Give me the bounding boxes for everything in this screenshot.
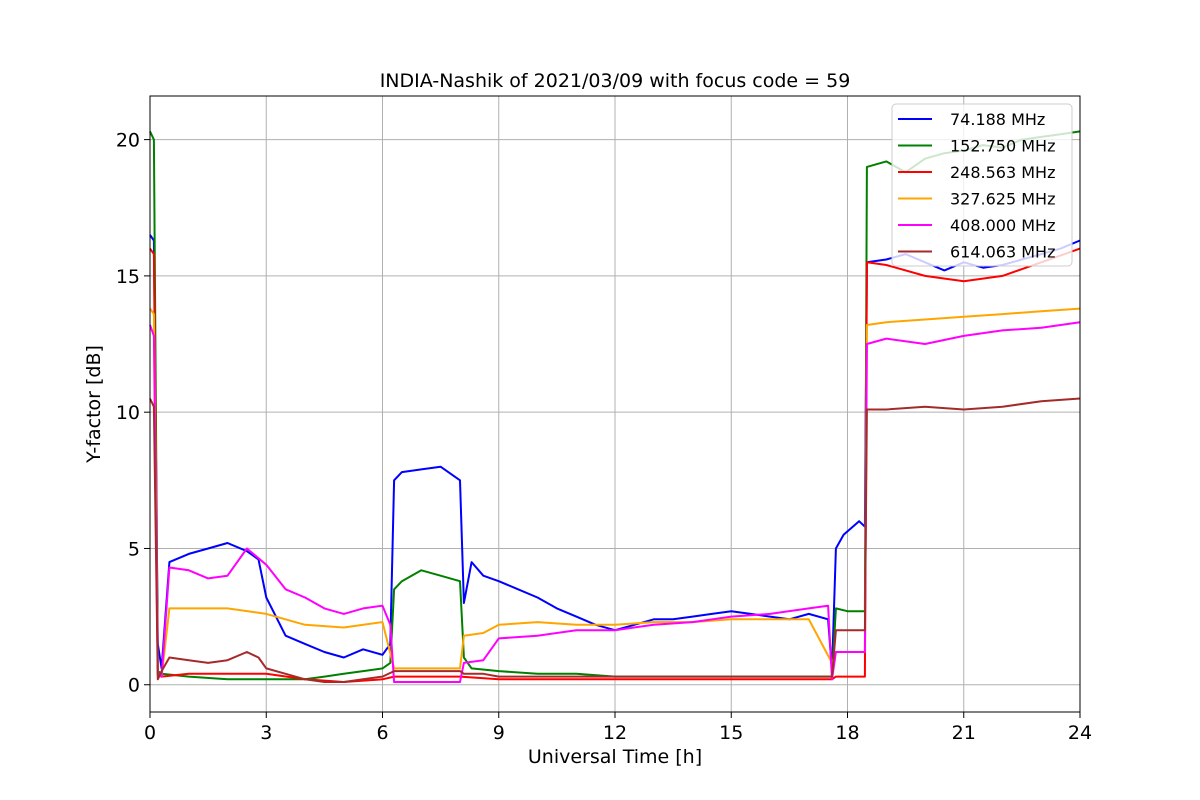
chart-title: INDIA-Nashik of 2021/03/09 with focus co… [380,70,851,92]
legend-label: 327.625 MHz [950,190,1055,209]
legend-label: 74.188 MHz [950,110,1045,129]
x-axis-label: Universal Time [h] [528,746,702,768]
x-tick-label: 24 [1068,722,1092,744]
x-tick-label: 0 [144,722,156,744]
legend-label: 248.563 MHz [950,163,1055,182]
series-line-248-563-mhz [149,247,1081,683]
x-tick-label: 9 [493,722,505,744]
legend-label: 408.000 MHz [950,216,1055,235]
y-axis-label: Y-factor [dB] [83,345,105,464]
y-tick-label: 5 [128,538,140,560]
legend-frame [891,103,1073,267]
y-tick-label: 0 [128,675,140,697]
legend-label: 152.750 MHz [950,137,1055,156]
y-tick-label: 10 [116,402,140,424]
x-tick-label: 6 [376,722,388,744]
y-tick-label: 15 [116,266,140,288]
series-line-327-625-mhz [149,307,1081,678]
axis-ticks: 0 3 6 9 12 15 18 21 24 0 5 10 15 20 [116,130,1092,744]
series-line-614-063-mhz [149,397,1081,683]
x-tick-label: 3 [260,722,272,744]
x-tick-label: 18 [835,722,859,744]
legend: 74.188 MHz 152.750 MHz 248.563 MHz 327.625 … [891,103,1073,267]
x-tick-label: 15 [719,722,743,744]
x-tick-label: 12 [603,722,627,744]
y-tick-label: 20 [116,130,140,152]
legend-label: 614.063 MHz [950,243,1055,262]
series-line-74-188-mhz [149,234,1081,673]
x-tick-label: 21 [952,722,976,744]
